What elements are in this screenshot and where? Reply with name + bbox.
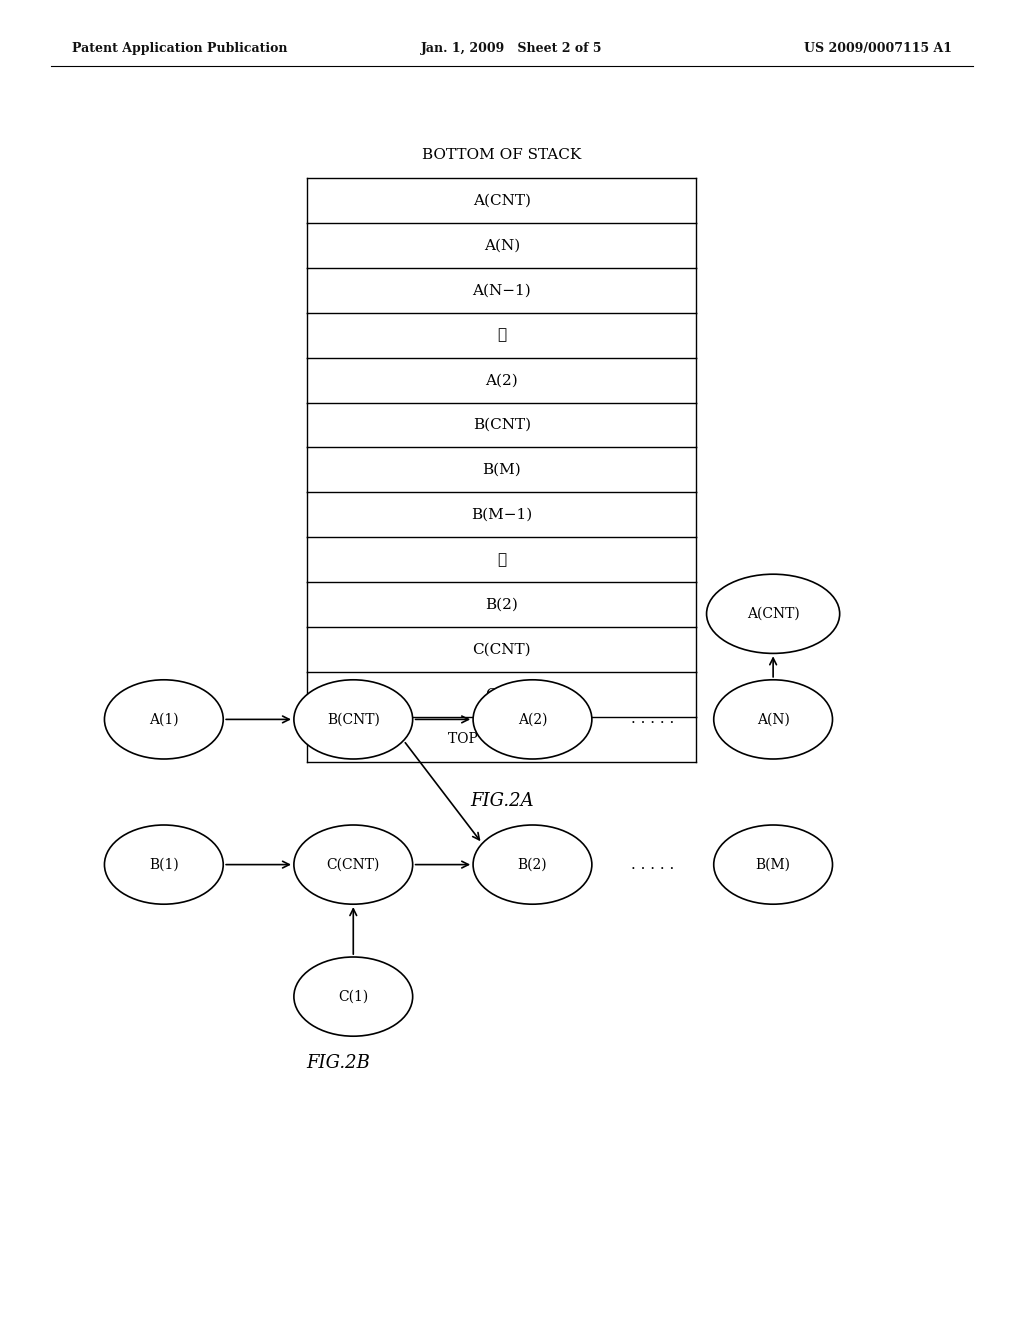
Text: B(1): B(1) bbox=[148, 858, 179, 871]
Ellipse shape bbox=[294, 957, 413, 1036]
Text: . . . . .: . . . . . bbox=[631, 858, 675, 871]
Text: C(CNT): C(CNT) bbox=[327, 858, 380, 871]
Text: A(CNT): A(CNT) bbox=[746, 607, 800, 620]
Ellipse shape bbox=[294, 680, 413, 759]
Ellipse shape bbox=[707, 574, 840, 653]
Text: C(1): C(1) bbox=[485, 688, 518, 701]
Text: A(2): A(2) bbox=[485, 374, 518, 387]
Text: ⋮: ⋮ bbox=[498, 329, 506, 342]
Text: ⋮: ⋮ bbox=[498, 553, 506, 566]
Text: A(N): A(N) bbox=[483, 239, 520, 252]
Text: BOTTOM OF STACK: BOTTOM OF STACK bbox=[422, 148, 582, 162]
Text: B(CNT): B(CNT) bbox=[473, 418, 530, 432]
Ellipse shape bbox=[714, 825, 833, 904]
Text: B(2): B(2) bbox=[485, 598, 518, 611]
Text: A(1): A(1) bbox=[150, 713, 178, 726]
Text: B(2): B(2) bbox=[518, 858, 547, 871]
Text: TOP OF STACK: TOP OF STACK bbox=[447, 733, 556, 746]
Text: B(M): B(M) bbox=[756, 858, 791, 871]
Ellipse shape bbox=[714, 680, 833, 759]
Text: B(CNT): B(CNT) bbox=[327, 713, 380, 726]
Text: C(1): C(1) bbox=[338, 990, 369, 1003]
Text: B(M−1): B(M−1) bbox=[471, 508, 532, 521]
Text: Patent Application Publication: Patent Application Publication bbox=[72, 42, 287, 55]
Text: A(CNT): A(CNT) bbox=[473, 194, 530, 207]
Ellipse shape bbox=[473, 680, 592, 759]
Text: Jan. 1, 2009   Sheet 2 of 5: Jan. 1, 2009 Sheet 2 of 5 bbox=[421, 42, 603, 55]
Text: US 2009/0007115 A1: US 2009/0007115 A1 bbox=[804, 42, 952, 55]
Text: A(N−1): A(N−1) bbox=[472, 284, 531, 297]
Text: B(M): B(M) bbox=[482, 463, 521, 477]
Ellipse shape bbox=[104, 680, 223, 759]
Ellipse shape bbox=[104, 825, 223, 904]
Text: A(N): A(N) bbox=[757, 713, 790, 726]
Text: A(2): A(2) bbox=[518, 713, 547, 726]
Text: FIG.2A: FIG.2A bbox=[470, 792, 534, 810]
Text: FIG.2B: FIG.2B bbox=[306, 1053, 370, 1072]
Text: C(CNT): C(CNT) bbox=[472, 643, 531, 656]
Text: . . . . .: . . . . . bbox=[631, 713, 675, 726]
Ellipse shape bbox=[473, 825, 592, 904]
Ellipse shape bbox=[294, 825, 413, 904]
